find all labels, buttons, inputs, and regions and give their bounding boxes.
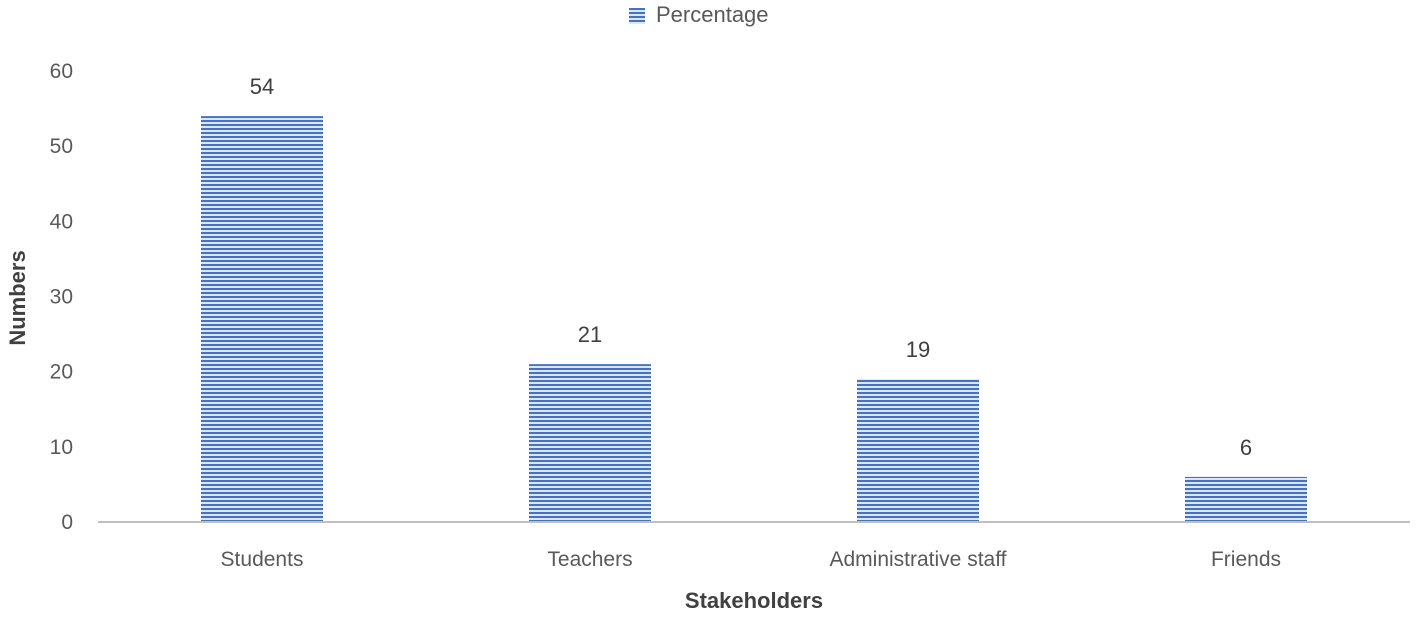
y-tick-label: 20 — [50, 361, 73, 384]
data-labels: 54 21 19 6 — [250, 74, 1252, 460]
legend: Percentage — [629, 2, 769, 27]
y-tick-label: 30 — [50, 286, 73, 309]
x-tick-label: Administrative staff — [829, 548, 1006, 571]
y-tick-label: 0 — [61, 511, 73, 534]
x-axis-title: Stakeholders — [685, 588, 823, 613]
y-axis-title: Numbers — [5, 250, 30, 345]
y-tick-label: 10 — [50, 436, 73, 459]
data-label: 54 — [250, 74, 274, 99]
x-tick-label: Friends — [1211, 548, 1281, 571]
x-axis-ticks: Students Teachers Administrative staff Frie… — [221, 548, 1281, 571]
data-label: 19 — [906, 337, 930, 362]
x-tick-label: Teachers — [547, 548, 632, 571]
legend-swatch — [629, 8, 645, 24]
y-tick-label: 50 — [50, 135, 73, 158]
bar — [1185, 476, 1307, 522]
data-label: 21 — [578, 322, 602, 347]
y-axis-ticks: 0 10 20 30 40 50 60 — [50, 60, 73, 534]
bar — [201, 116, 323, 522]
bar — [857, 379, 979, 522]
y-tick-label: 40 — [50, 210, 73, 233]
legend-label: Percentage — [656, 2, 769, 27]
y-tick-label: 60 — [50, 60, 73, 83]
bars — [201, 116, 1307, 522]
bar — [529, 364, 651, 522]
data-label: 6 — [1240, 435, 1252, 460]
x-tick-label: Students — [221, 548, 304, 571]
